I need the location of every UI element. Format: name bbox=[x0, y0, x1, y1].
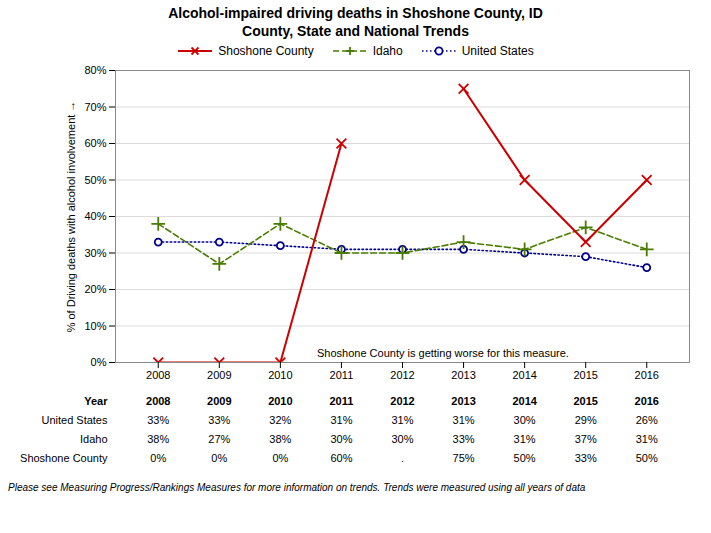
svg-text:0%: 0% bbox=[91, 356, 107, 368]
svg-text:% of Driving deaths with alcoh: % of Driving deaths with alcohol involve… bbox=[65, 101, 77, 333]
svg-text:38%: 38% bbox=[147, 433, 169, 445]
svg-text:26%: 26% bbox=[636, 414, 658, 426]
svg-text:38%: 38% bbox=[269, 433, 291, 445]
svg-text:33%: 33% bbox=[453, 433, 475, 445]
html-text:Please see Measuring Progress/: Please see Measuring Progress/Rankings M… bbox=[8, 482, 586, 493]
svg-text:30%: 30% bbox=[514, 414, 536, 426]
svg-text:32%: 32% bbox=[269, 414, 291, 426]
svg-text:30%: 30% bbox=[391, 433, 413, 445]
svg-text:2016: 2016 bbox=[635, 395, 659, 407]
svg-text:2012: 2012 bbox=[390, 395, 414, 407]
svg-text:50%: 50% bbox=[636, 452, 658, 464]
svg-text:2014: 2014 bbox=[512, 369, 536, 381]
svg-text:Year: Year bbox=[84, 395, 108, 407]
svg-text:2011: 2011 bbox=[330, 369, 354, 381]
html-text:Alcohol-impaired driving death: Alcohol-impaired driving deaths in Shosh… bbox=[168, 5, 543, 21]
svg-text:2010: 2010 bbox=[268, 369, 292, 381]
svg-text:2015: 2015 bbox=[573, 369, 597, 381]
svg-text:33%: 33% bbox=[575, 452, 597, 464]
html-text:Idaho: Idaho bbox=[372, 44, 403, 58]
svg-text:10%: 10% bbox=[84, 320, 106, 332]
svg-text:Idaho: Idaho bbox=[80, 433, 108, 445]
svg-text:33%: 33% bbox=[147, 414, 169, 426]
svg-text:Shoshone County is getting wor: Shoshone County is getting worse for thi… bbox=[317, 347, 569, 359]
svg-text:33%: 33% bbox=[208, 414, 230, 426]
svg-text:2013: 2013 bbox=[451, 369, 475, 381]
svg-text:0%: 0% bbox=[272, 452, 288, 464]
svg-text:0%: 0% bbox=[150, 452, 166, 464]
svg-text:29%: 29% bbox=[575, 414, 597, 426]
svg-text:80%: 80% bbox=[84, 64, 106, 76]
svg-text:2015: 2015 bbox=[573, 395, 597, 407]
svg-text:30%: 30% bbox=[330, 433, 352, 445]
svg-text:2008: 2008 bbox=[146, 369, 170, 381]
svg-text:70%: 70% bbox=[84, 101, 106, 113]
svg-text:20%: 20% bbox=[84, 283, 106, 295]
svg-text:37%: 37% bbox=[575, 433, 597, 445]
html-text:County, State and National Tre: County, State and National Trends bbox=[242, 23, 469, 39]
svg-text:2016: 2016 bbox=[635, 369, 659, 381]
svg-text:60%: 60% bbox=[84, 137, 106, 149]
svg-text:27%: 27% bbox=[208, 433, 230, 445]
svg-text:31%: 31% bbox=[330, 414, 352, 426]
svg-text:50%: 50% bbox=[84, 174, 106, 186]
svg-text:2008: 2008 bbox=[146, 395, 170, 407]
svg-text:31%: 31% bbox=[453, 414, 475, 426]
svg-text:50%: 50% bbox=[514, 452, 536, 464]
svg-text:60%: 60% bbox=[330, 452, 352, 464]
svg-text:2009: 2009 bbox=[207, 369, 231, 381]
svg-text:2012: 2012 bbox=[390, 369, 414, 381]
svg-text:.: . bbox=[401, 452, 404, 464]
svg-text:30%: 30% bbox=[84, 247, 106, 259]
svg-text:0%: 0% bbox=[211, 452, 227, 464]
svg-text:2014: 2014 bbox=[512, 395, 537, 407]
svg-text:2011: 2011 bbox=[329, 395, 353, 407]
svg-text:31%: 31% bbox=[514, 433, 536, 445]
svg-text:United States: United States bbox=[41, 414, 108, 426]
html-text:Shoshone County: Shoshone County bbox=[218, 44, 314, 58]
svg-text:2013: 2013 bbox=[451, 395, 475, 407]
html-text:United States: United States bbox=[461, 44, 534, 58]
svg-text:2010: 2010 bbox=[268, 395, 292, 407]
svg-text:75%: 75% bbox=[453, 452, 475, 464]
svg-text:Shoshone County: Shoshone County bbox=[20, 452, 108, 464]
svg-text:31%: 31% bbox=[391, 414, 413, 426]
svg-text:40%: 40% bbox=[84, 210, 106, 222]
svg-text:2009: 2009 bbox=[207, 395, 231, 407]
svg-text:31%: 31% bbox=[636, 433, 658, 445]
